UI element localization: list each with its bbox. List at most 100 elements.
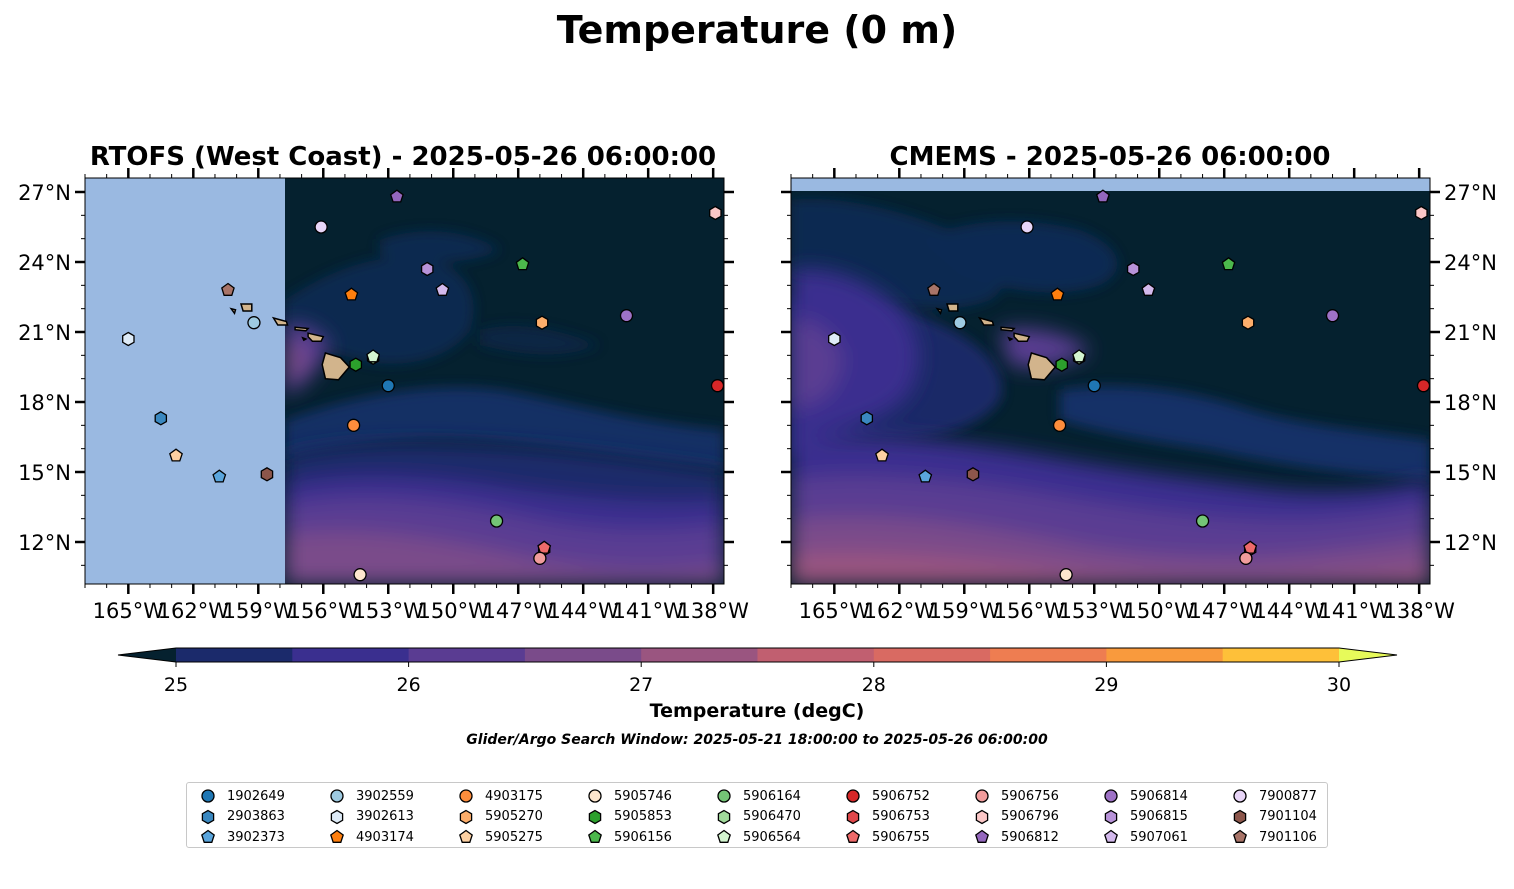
legend-label: 1902649 — [227, 788, 285, 804]
x-tick-label: 156°W — [994, 599, 1066, 623]
x-tick-label: 165°W — [799, 599, 871, 623]
x-tick-label: 144°W — [1254, 599, 1326, 623]
float-marker-5906815 — [1126, 261, 1140, 277]
float-marker-7900877 — [314, 220, 328, 234]
legend-label: 4903175 — [485, 788, 543, 804]
colorbar-tick-label: 28 — [862, 674, 886, 696]
float-marker-3902613 — [828, 331, 841, 347]
legend-marker-icon — [1233, 829, 1247, 843]
legend-label: 5906812 — [1001, 829, 1059, 845]
colorbar-bin — [176, 648, 293, 662]
legend-entry-5906815: 5906815 — [1102, 807, 1188, 827]
float-marker-7901106 — [221, 282, 235, 296]
colorbar-bin — [990, 648, 1107, 662]
map-axes: 165°W162°W159°W156°W153°W150°W147°W144°W… — [18, 168, 1497, 623]
legend-marker — [846, 829, 860, 843]
float-marker-5905853 — [1055, 357, 1069, 372]
map-frame — [84, 177, 725, 585]
legend-entry-5906814: 5906814 — [1102, 786, 1188, 806]
y-tick-label: 18°N — [18, 391, 71, 415]
legend-marker-icon — [975, 789, 989, 803]
legend-marker-icon — [330, 789, 344, 803]
legend-label: 7901104 — [1259, 809, 1317, 824]
legend-marker-icon — [717, 789, 731, 803]
x-tick-label: 150°W — [418, 599, 490, 623]
legend-marker-icon — [201, 829, 215, 843]
island-0-6 — [301, 336, 308, 342]
legend-marker — [330, 829, 344, 843]
cmems-map-panel — [791, 178, 1430, 584]
x-tick-label: 144°W — [548, 599, 620, 623]
island-0-2 — [294, 326, 310, 332]
colorbar: 25 26 27 28 29 30 — [117, 647, 1398, 696]
legend-marker — [330, 809, 344, 824]
legend-marker — [201, 809, 215, 824]
float-marker-4903175 — [346, 418, 361, 432]
figure-title: Temperature (0 m) — [556, 8, 958, 52]
legend-marker-icon — [717, 809, 731, 824]
island-1-4 — [945, 303, 959, 312]
legend-label: 5906752 — [872, 788, 930, 804]
legend-marker-icon — [588, 809, 602, 824]
legend-label: 5906156 — [614, 829, 672, 845]
legend-marker-icon — [846, 809, 860, 824]
float-marker-5905746 — [353, 568, 367, 582]
legend-label: 7901106 — [1259, 829, 1317, 845]
float-marker-5906752 — [1416, 379, 1431, 393]
x-tick-label: 162°W — [158, 599, 230, 623]
legend-marker — [1233, 789, 1247, 803]
float-markers — [122, 189, 1431, 582]
float-marker-3902373 — [918, 469, 933, 483]
legend-marker-icon — [459, 829, 473, 843]
legend-label: 5906756 — [1001, 788, 1059, 804]
legend-entry-5906796: 5906796 — [973, 807, 1059, 827]
float-marker-5906756 — [1239, 551, 1253, 565]
legend-marker — [588, 829, 602, 843]
legend-marker — [588, 789, 602, 803]
legend-entry-5905275: 5905275 — [457, 827, 543, 847]
x-tick-label: 153°W — [1059, 599, 1131, 623]
x-tick-label: 138°W — [1383, 599, 1455, 623]
legend-marker — [459, 829, 473, 843]
legend-label: 5905275 — [485, 829, 543, 845]
rtofs-map-panel — [85, 178, 724, 584]
legend-label: 2903863 — [227, 809, 285, 824]
legend-label: 5906814 — [1130, 788, 1188, 804]
island-0-3 — [271, 316, 289, 326]
legend-marker-icon — [975, 829, 989, 843]
legend-entry-2903863: 2903863 — [199, 807, 285, 827]
legend-label: 5906815 — [1130, 809, 1188, 824]
colorbar-bin — [1222, 648, 1340, 662]
float-marker-3902373 — [212, 469, 227, 483]
float-marker-5905853 — [349, 357, 363, 372]
float-marker-5906755 — [1243, 540, 1258, 554]
float-marker-3902559 — [953, 316, 967, 330]
legend-marker — [1233, 829, 1247, 843]
legend-marker-icon — [201, 789, 215, 803]
legend-entry-5906753: 5906753 — [844, 807, 930, 827]
legend-marker-icon — [459, 809, 473, 824]
legend-marker-icon — [846, 829, 860, 843]
float-marker-7900877 — [1020, 220, 1034, 234]
island-1-1 — [1013, 332, 1031, 343]
legend-marker — [1104, 809, 1118, 824]
legend-marker-icon — [1104, 829, 1118, 843]
float-marker-5905270 — [1241, 315, 1255, 330]
float-marker-5906756 — [533, 551, 547, 565]
legend-label: 5906755 — [872, 829, 930, 845]
legend-label: 4903174 — [356, 829, 414, 845]
legend-entry-5906756: 5906756 — [973, 786, 1059, 806]
legend-marker-icon — [1104, 789, 1118, 803]
y-tick-label: 12°N — [18, 531, 71, 555]
colorbar-tick-label: 29 — [1094, 674, 1118, 696]
map-frame — [790, 177, 1431, 585]
y-tick-label: 21°N — [1444, 321, 1497, 345]
float-marker-5906156 — [515, 256, 530, 271]
legend-entry-5906755: 5906755 — [844, 827, 930, 847]
island-1-6 — [1007, 336, 1014, 342]
legend-entry-7901104: 7901104 — [1231, 807, 1317, 827]
legend-entry-5906164: 5906164 — [715, 786, 801, 806]
right-panel-title: CMEMS - 2025-05-26 06:00:00 — [889, 142, 1331, 172]
left-panel-title: RTOFS (West Coast) - 2025-05-26 06:00:00 — [89, 142, 717, 172]
